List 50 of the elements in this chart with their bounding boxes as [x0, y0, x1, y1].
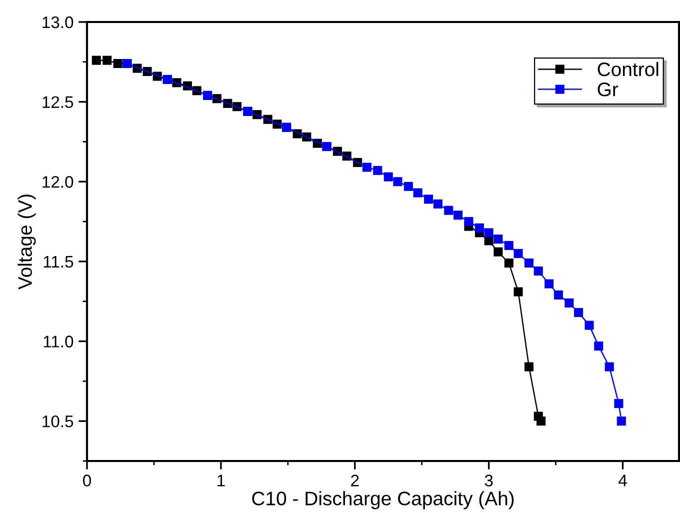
x-tick-label: 0 — [83, 474, 91, 486]
point — [524, 362, 534, 372]
point — [424, 194, 434, 204]
point — [453, 210, 463, 220]
point — [504, 258, 514, 268]
y-tick-label: 13.0 — [42, 16, 74, 28]
point — [404, 182, 413, 191]
point — [373, 166, 382, 175]
point — [564, 298, 574, 308]
x-tick-label: 2 — [351, 474, 359, 486]
y-tick-label: 12.0 — [42, 176, 74, 188]
legend-label: Control — [598, 62, 658, 76]
point — [594, 342, 604, 351]
point — [484, 228, 494, 238]
point — [413, 188, 422, 198]
point — [584, 320, 594, 330]
point — [504, 240, 514, 250]
point — [494, 247, 503, 256]
point — [102, 56, 112, 65]
x-axis-title: C10 - Discharge Capacity (Ah) — [252, 491, 514, 510]
point — [433, 199, 442, 208]
y-tick-label: 11.0 — [44, 336, 74, 348]
point — [524, 258, 534, 268]
y-tick-label: 12.5 — [42, 96, 74, 108]
point — [393, 177, 402, 186]
point — [554, 290, 563, 300]
point — [384, 172, 393, 182]
point — [474, 223, 484, 232]
x-tick-label: 1 — [218, 474, 225, 486]
legend-label: Gr — [598, 82, 618, 96]
point — [514, 248, 523, 258]
point — [464, 217, 474, 226]
point — [536, 416, 546, 426]
point — [544, 279, 554, 288]
point — [444, 206, 454, 215]
point — [92, 56, 101, 65]
y-tick-label: 11.5 — [44, 256, 74, 268]
x-tick-label: 3 — [484, 474, 493, 486]
point — [534, 266, 543, 276]
point — [614, 399, 624, 408]
point — [113, 58, 122, 68]
y-axis-title: Voltage (V) — [18, 194, 36, 290]
x-tick-label: 4 — [618, 474, 627, 486]
point — [616, 416, 626, 426]
y-tick-label: 10.5 — [42, 415, 74, 428]
point — [362, 162, 372, 172]
point — [604, 362, 614, 372]
point — [574, 308, 584, 318]
point — [494, 234, 503, 244]
point — [514, 287, 523, 296]
